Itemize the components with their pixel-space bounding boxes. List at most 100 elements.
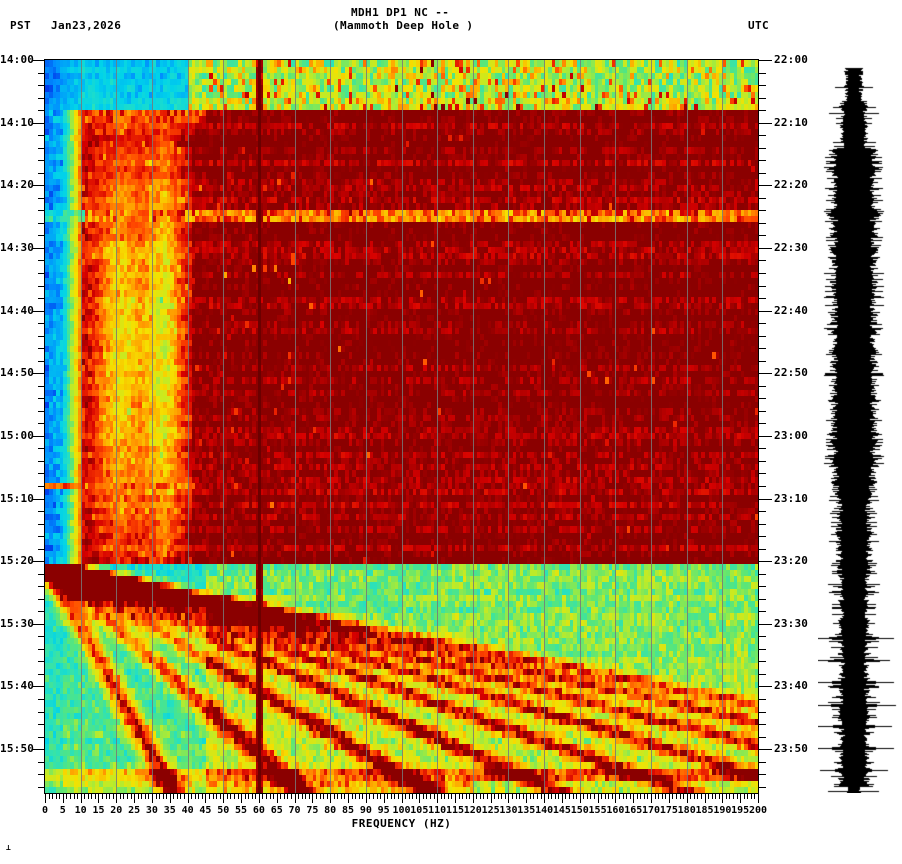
right-axis-tick xyxy=(759,386,766,387)
frequency-axis-tick xyxy=(238,794,239,799)
frequency-axis-tick xyxy=(359,794,360,799)
right-axis-tick xyxy=(759,599,766,600)
corner-registration-mark: ⊥ xyxy=(6,843,11,852)
frequency-axis-tick xyxy=(81,794,82,803)
frequency-axis-tick xyxy=(127,794,128,799)
frequency-axis-tick xyxy=(744,794,745,799)
frequency-axis-tick xyxy=(252,794,253,799)
frequency-axis-tick xyxy=(259,794,260,803)
frequency-axis-tick xyxy=(362,794,363,799)
frequency-axis-tick xyxy=(705,794,706,803)
right-axis-tick xyxy=(759,636,766,637)
frequency-axis-label: 5 xyxy=(59,805,66,816)
frequency-axis-tick xyxy=(601,794,602,799)
frequency-axis-tick xyxy=(334,794,335,799)
right-axis-tick xyxy=(759,649,766,650)
right-axis-tick xyxy=(759,574,766,575)
frequency-axis-tick xyxy=(123,794,124,799)
frequency-axis-tick xyxy=(658,794,659,799)
frequency-axis-tick xyxy=(423,794,424,799)
frequency-axis-tick xyxy=(576,794,577,799)
frequency-axis-tick xyxy=(733,794,734,799)
frequency-axis-label: 115 xyxy=(445,805,464,816)
frequency-axis-tick xyxy=(380,794,381,799)
frequency-axis-tick xyxy=(213,794,214,799)
plot-border-top xyxy=(45,59,759,60)
frequency-axis-tick xyxy=(466,794,467,799)
frequency-axis-tick xyxy=(665,794,666,799)
frequency-axis-tick xyxy=(459,794,460,799)
frequency-axis-title: FREQUENCY (HZ) xyxy=(351,817,452,830)
frequency-axis-tick xyxy=(476,794,477,799)
frequency-axis-label: 125 xyxy=(481,805,500,816)
right-axis-tick xyxy=(759,148,766,149)
frequency-axis-tick xyxy=(683,794,684,799)
station-code-title: MDH1 DP1 NC -- xyxy=(351,6,450,19)
right-axis-tick xyxy=(759,348,766,349)
left-axis-time-label: 14:30 xyxy=(0,241,35,254)
frequency-axis-tick xyxy=(320,794,321,799)
frequency-axis-tick xyxy=(405,794,406,799)
frequency-axis-tick xyxy=(473,794,474,803)
frequency-axis-tick xyxy=(633,794,634,803)
right-axis-tick xyxy=(759,536,766,537)
frequency-axis-tick xyxy=(59,794,60,799)
plot-border-left xyxy=(44,59,45,794)
frequency-axis-label: 90 xyxy=(359,805,372,816)
frequency-axis-label: 105 xyxy=(410,805,429,816)
frequency-axis-tick xyxy=(402,794,403,803)
frequency-axis-label: 170 xyxy=(642,805,661,816)
frequency-axis-tick xyxy=(280,794,281,799)
frequency-axis-tick xyxy=(719,794,720,799)
frequency-axis-tick xyxy=(220,794,221,799)
right-axis-tick xyxy=(759,185,772,186)
right-axis-tick xyxy=(759,173,766,174)
right-axis-tick xyxy=(759,98,766,99)
frequency-axis-tick xyxy=(156,794,157,799)
frequency-axis-tick xyxy=(548,794,549,799)
frequency-axis-tick xyxy=(377,794,378,799)
frequency-axis-tick xyxy=(605,794,606,799)
frequency-axis-tick xyxy=(309,794,310,799)
frequency-axis-tick xyxy=(558,794,559,799)
right-axis-tick xyxy=(759,774,766,775)
frequency-axis-tick xyxy=(195,794,196,799)
frequency-axis-label: 200 xyxy=(748,805,768,816)
utc-timezone-label: UTC xyxy=(748,19,770,32)
frequency-axis-tick xyxy=(430,794,431,799)
frequency-axis-label: 130 xyxy=(499,805,518,816)
frequency-axis-tick xyxy=(647,794,648,799)
frequency-axis-label: 175 xyxy=(659,805,678,816)
frequency-axis-tick xyxy=(352,794,353,799)
right-axis-tick xyxy=(759,762,766,763)
frequency-axis-tick xyxy=(277,794,278,803)
right-axis-tick xyxy=(759,549,766,550)
right-axis-tick xyxy=(759,473,766,474)
frequency-axis-tick xyxy=(651,794,652,803)
frequency-axis-tick xyxy=(409,794,410,799)
right-axis-tick xyxy=(759,398,766,399)
frequency-axis-tick xyxy=(551,794,552,799)
right-axis-tick xyxy=(759,110,766,111)
frequency-axis-label: 160 xyxy=(606,805,625,816)
frequency-axis-tick xyxy=(70,794,71,799)
right-axis-tick xyxy=(759,686,772,687)
frequency-axis-tick xyxy=(95,794,96,799)
frequency-axis-tick xyxy=(355,794,356,799)
frequency-axis-tick xyxy=(680,794,681,799)
frequency-axis-label: 180 xyxy=(677,805,696,816)
frequency-axis-tick xyxy=(209,794,210,799)
frequency-axis-tick xyxy=(555,794,556,799)
frequency-axis-tick xyxy=(697,794,698,799)
frequency-axis-tick xyxy=(302,794,303,799)
right-axis-tick xyxy=(759,737,766,738)
frequency-axis-tick xyxy=(644,794,645,799)
frequency-axis-tick xyxy=(74,794,75,799)
right-axis-tick xyxy=(759,511,766,512)
frequency-axis-tick xyxy=(113,794,114,799)
frequency-axis-tick xyxy=(202,794,203,799)
frequency-axis-tick xyxy=(384,794,385,803)
right-axis-tick xyxy=(759,624,772,625)
frequency-axis-tick xyxy=(594,794,595,799)
frequency-axis-tick xyxy=(626,794,627,799)
